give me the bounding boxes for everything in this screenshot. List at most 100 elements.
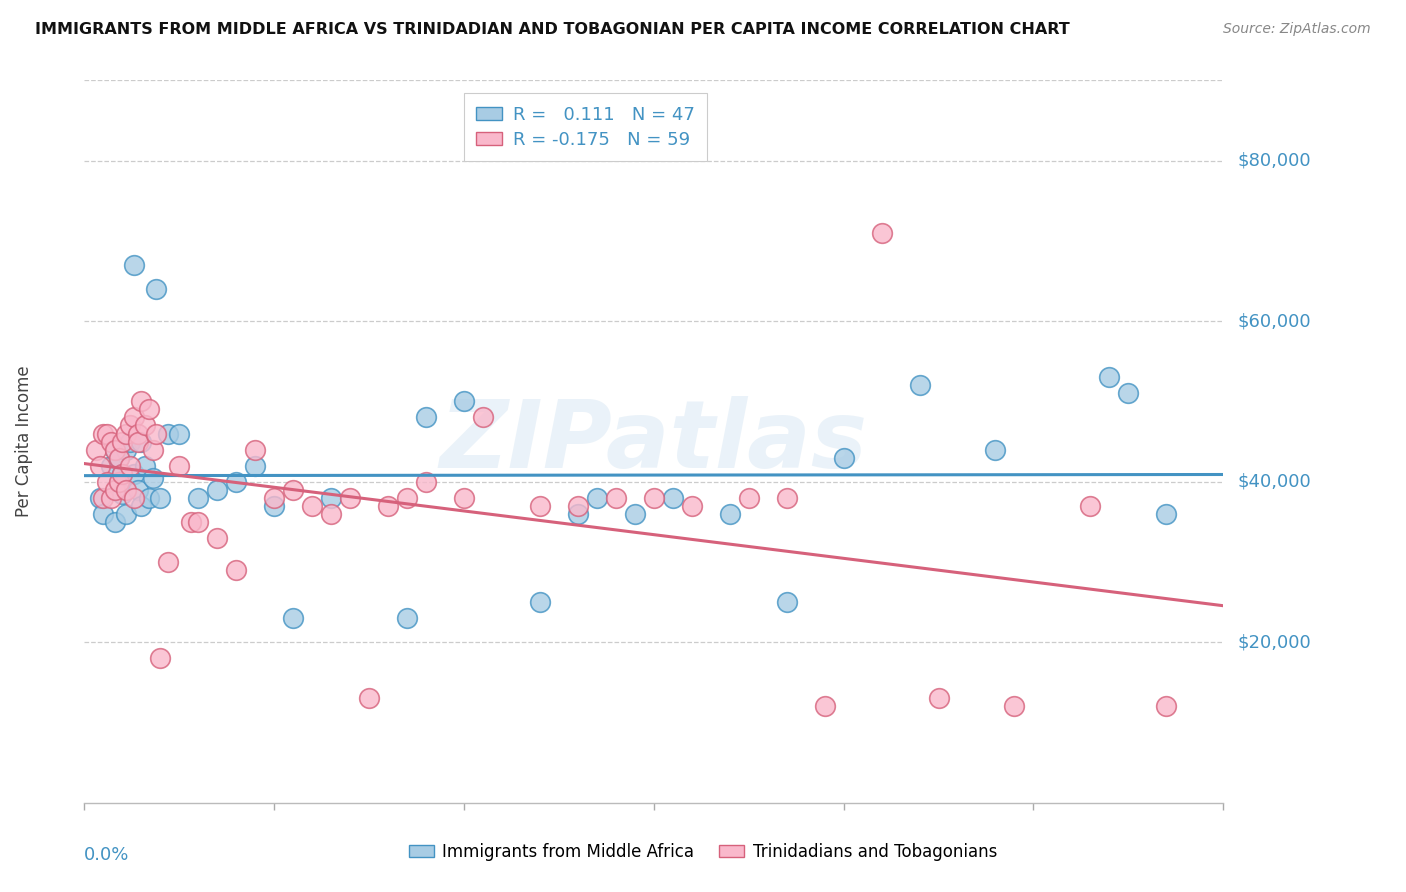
Point — [472, 410, 495, 425]
Point — [107, 475, 129, 489]
Point — [134, 458, 156, 473]
Point — [111, 486, 134, 500]
Point — [529, 595, 551, 609]
Point — [169, 426, 191, 441]
Point — [339, 491, 361, 505]
Point — [127, 483, 149, 497]
Point — [245, 442, 267, 457]
Point — [207, 531, 229, 545]
Point — [115, 442, 138, 457]
Point — [84, 442, 107, 457]
Point — [142, 470, 165, 484]
Point — [263, 491, 285, 505]
Point — [681, 499, 703, 513]
Point — [169, 458, 191, 473]
Point — [107, 450, 129, 465]
Point — [738, 491, 761, 505]
Text: $40,000: $40,000 — [1237, 473, 1310, 491]
Point — [111, 467, 134, 481]
Point — [1098, 370, 1121, 384]
Point — [100, 491, 122, 505]
Point — [377, 499, 399, 513]
Point — [359, 691, 381, 706]
Point — [118, 418, 141, 433]
Text: $20,000: $20,000 — [1237, 633, 1310, 651]
Point — [149, 651, 172, 665]
Point — [662, 491, 685, 505]
Point — [156, 426, 179, 441]
Text: $80,000: $80,000 — [1237, 152, 1310, 169]
Point — [156, 555, 179, 569]
Point — [225, 475, 247, 489]
Point — [415, 410, 437, 425]
Point — [93, 426, 115, 441]
Point — [187, 515, 209, 529]
Point — [776, 595, 799, 609]
Point — [96, 475, 118, 489]
Point — [643, 491, 665, 505]
Point — [104, 442, 127, 457]
Point — [122, 467, 145, 481]
Text: IMMIGRANTS FROM MIDDLE AFRICA VS TRINIDADIAN AND TOBAGONIAN PER CAPITA INCOME CO: IMMIGRANTS FROM MIDDLE AFRICA VS TRINIDA… — [35, 22, 1070, 37]
Point — [127, 434, 149, 449]
Text: 0.0%: 0.0% — [84, 847, 129, 864]
Point — [115, 426, 138, 441]
Point — [111, 434, 134, 449]
Point — [127, 426, 149, 441]
Point — [122, 491, 145, 505]
Point — [321, 507, 343, 521]
Point — [1080, 499, 1102, 513]
Point — [180, 515, 202, 529]
Point — [96, 426, 118, 441]
Text: ZIPatlas: ZIPatlas — [440, 395, 868, 488]
Point — [131, 499, 153, 513]
Point — [104, 442, 127, 457]
Point — [89, 491, 111, 505]
Point — [263, 499, 285, 513]
Point — [453, 394, 475, 409]
Point — [207, 483, 229, 497]
Point — [100, 434, 122, 449]
Point — [567, 507, 589, 521]
Point — [624, 507, 647, 521]
Point — [131, 394, 153, 409]
Point — [928, 691, 950, 706]
Point — [567, 499, 589, 513]
Point — [453, 491, 475, 505]
Point — [142, 442, 165, 457]
Point — [1156, 699, 1178, 714]
Point — [396, 611, 419, 625]
Point — [115, 507, 138, 521]
Point — [832, 450, 855, 465]
Point — [118, 434, 141, 449]
Point — [138, 491, 160, 505]
Point — [415, 475, 437, 489]
Point — [776, 491, 799, 505]
Point — [586, 491, 609, 505]
Point — [1156, 507, 1178, 521]
Point — [984, 442, 1007, 457]
Point — [321, 491, 343, 505]
Text: $60,000: $60,000 — [1237, 312, 1310, 330]
Text: Per Capita Income: Per Capita Income — [15, 366, 34, 517]
Legend: R =   0.111   N = 47, R = -0.175   N = 59: R = 0.111 N = 47, R = -0.175 N = 59 — [464, 93, 707, 161]
Point — [122, 410, 145, 425]
Point — [111, 467, 134, 481]
Point — [149, 491, 172, 505]
Point — [131, 434, 153, 449]
Text: Source: ZipAtlas.com: Source: ZipAtlas.com — [1223, 22, 1371, 37]
Point — [100, 458, 122, 473]
Point — [283, 483, 305, 497]
Point — [145, 426, 167, 441]
Point — [122, 258, 145, 272]
Point — [1118, 386, 1140, 401]
Point — [283, 611, 305, 625]
Point — [814, 699, 837, 714]
Point — [89, 458, 111, 473]
Point — [93, 507, 115, 521]
Point — [245, 458, 267, 473]
Point — [908, 378, 931, 392]
Point — [396, 491, 419, 505]
Point — [1004, 699, 1026, 714]
Point — [118, 458, 141, 473]
